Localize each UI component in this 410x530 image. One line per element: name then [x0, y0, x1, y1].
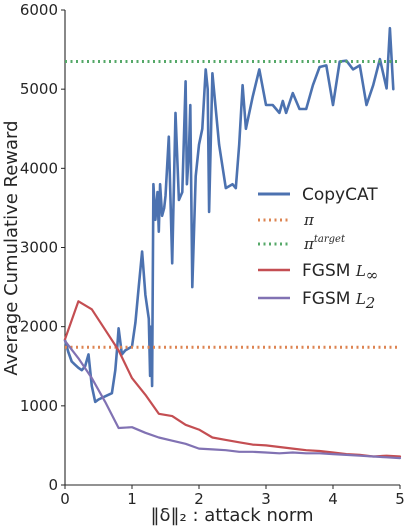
y-tick-label: 3000 [20, 239, 58, 257]
x-tick-label: 4 [328, 490, 338, 508]
x-tick-label: 3 [261, 490, 271, 508]
legend-label-copycat: CopyCAT [302, 185, 378, 205]
y-tick-label: 4000 [20, 159, 58, 177]
y-tick-label: 2000 [20, 318, 58, 336]
series-copycat-line [63, 26, 395, 404]
y-tick-label: 5000 [20, 80, 58, 98]
x-tick-label: 2 [194, 490, 204, 508]
x-tick-label: 0 [60, 490, 70, 508]
legend-label-fgsm-l2: FGSM L2 [302, 289, 375, 312]
legend: CopyCAT π πtarget FGSM L∞ FGSM L2 [258, 185, 378, 312]
y-tick-label: 6000 [20, 1, 58, 19]
y-tick-label: 0 [48, 476, 58, 494]
x-tick-label: 1 [127, 490, 137, 508]
legend-label-pi-target: πtarget [303, 234, 346, 253]
legend-label-fgsm-linf: FGSM L∞ [302, 261, 378, 284]
y-axis-label: Average Cumulative Reward [1, 120, 22, 375]
legend-label-pi: π [303, 211, 315, 229]
series-fgsm-l2-line [63, 339, 402, 460]
x-tick-label: 5 [395, 490, 405, 508]
x-axis-label: ‖δ‖₂ : attack norm [151, 505, 314, 526]
ticks-layer: 0 1 2 3 4 5 0 1000 2000 3000 4000 5000 6000 [20, 1, 405, 508]
y-tick-label: 1000 [20, 397, 58, 415]
series-layer [63, 26, 402, 460]
